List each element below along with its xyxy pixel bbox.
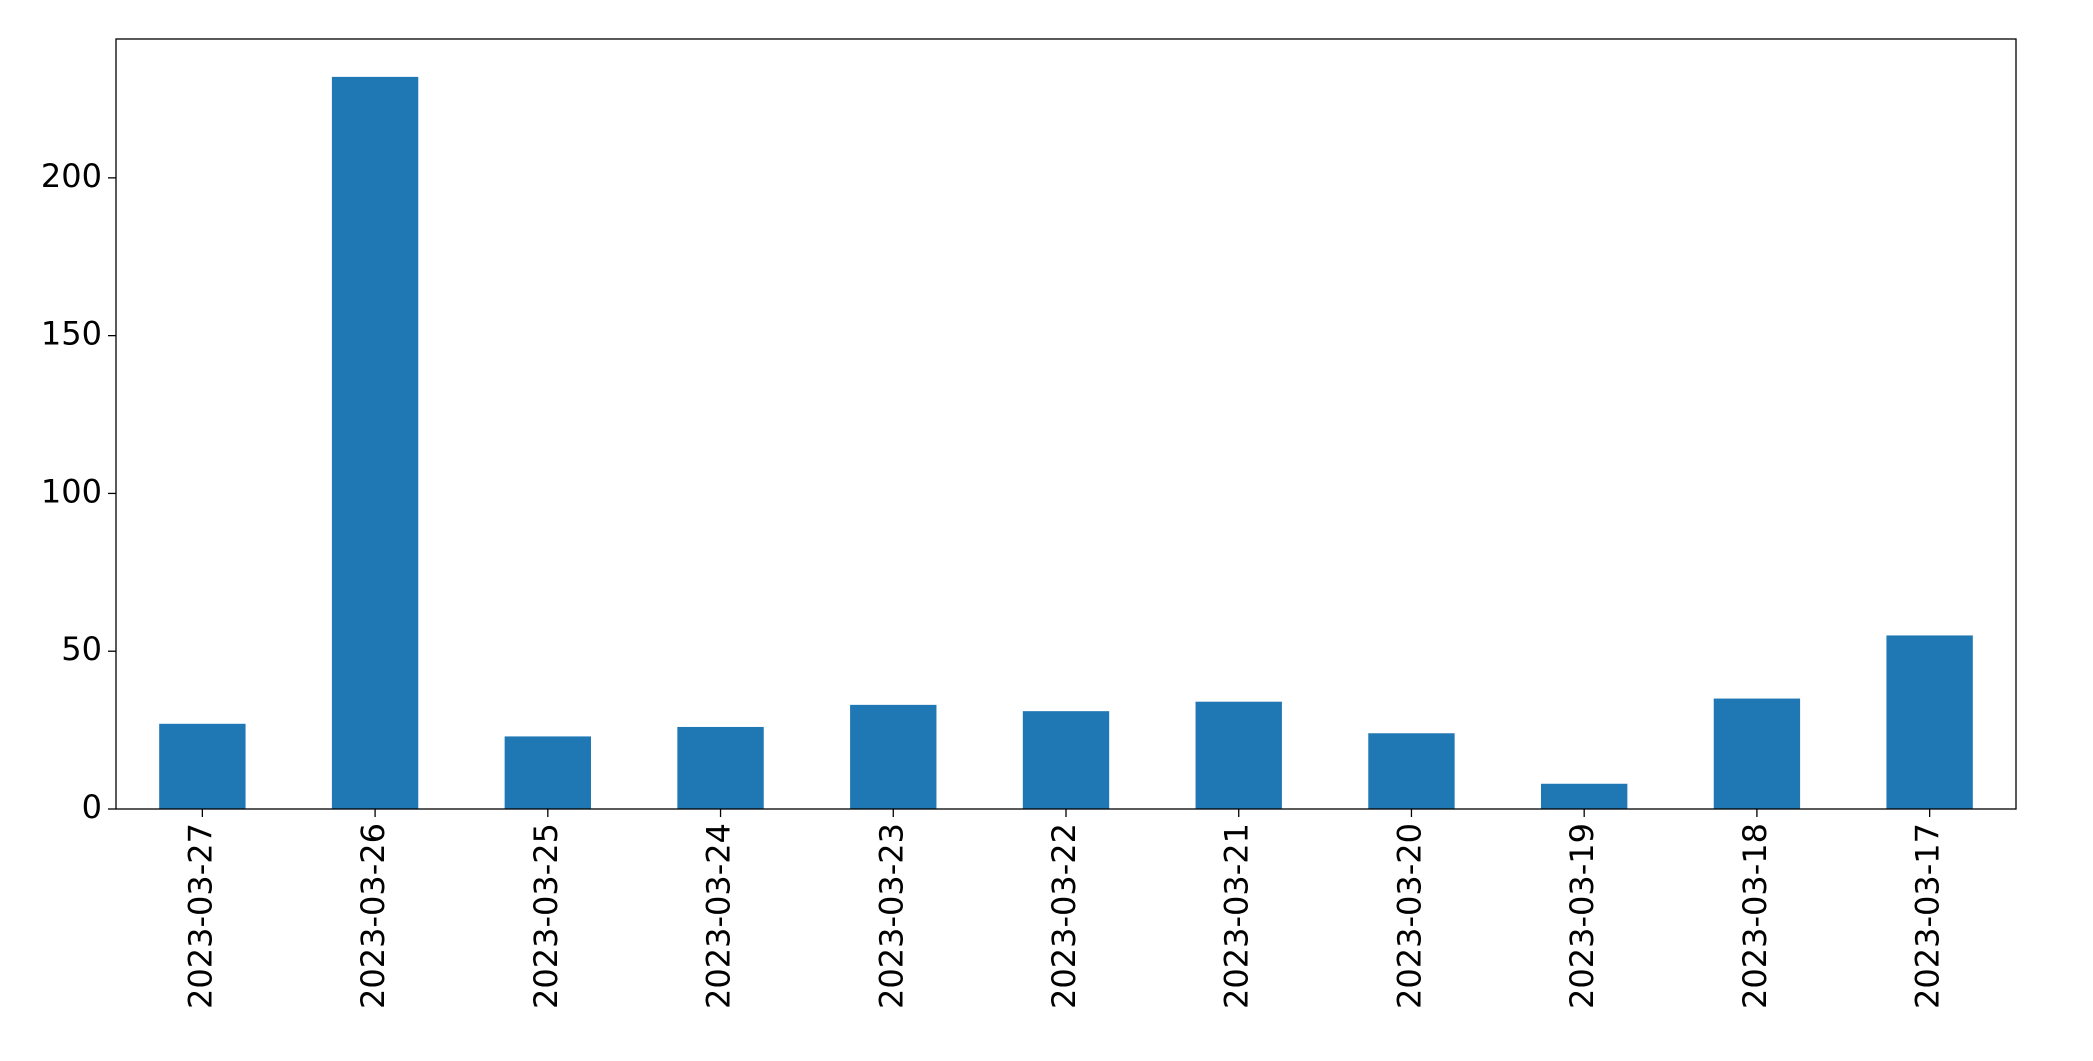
x-tick-label: 2023-03-18	[1736, 823, 1774, 1009]
plot-frame	[115, 38, 2017, 810]
y-tick-label: 0	[82, 788, 102, 826]
bar	[1022, 711, 1110, 809]
bar	[1368, 733, 1455, 809]
bar	[1713, 698, 1801, 809]
y-tick-label: 150	[41, 315, 102, 353]
x-tick-label: 2023-03-22	[1045, 823, 1083, 1009]
x-tick-label: 2023-03-25	[527, 823, 565, 1009]
x-tick-label: 2023-03-19	[1563, 823, 1601, 1009]
y-tick-label: 200	[41, 157, 102, 195]
x-tick-label: 2023-03-20	[1390, 823, 1428, 1009]
bar	[159, 723, 246, 809]
bar	[331, 76, 419, 810]
x-tick-label: 2023-03-26	[354, 823, 392, 1009]
y-tick-label: 50	[61, 630, 102, 668]
bar	[504, 736, 591, 809]
bar	[1541, 783, 1628, 809]
bar	[1886, 635, 1973, 809]
y-tick-label: 100	[41, 472, 102, 510]
x-tick-label: 2023-03-17	[1909, 823, 1947, 1009]
x-tick-label: 2023-03-21	[1218, 823, 1256, 1009]
x-tick-label: 2023-03-27	[181, 823, 219, 1009]
bar	[677, 726, 764, 809]
bar	[1195, 701, 1282, 809]
bar	[850, 704, 937, 809]
x-tick-label: 2023-03-24	[700, 823, 738, 1009]
x-tick-label: 2023-03-23	[872, 823, 910, 1009]
